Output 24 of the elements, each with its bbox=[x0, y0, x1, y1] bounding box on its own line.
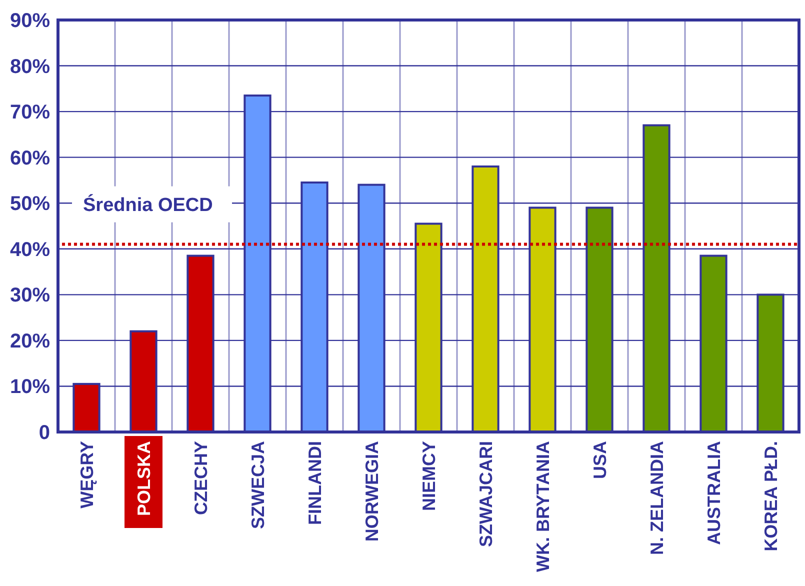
y-tick-label: 20% bbox=[10, 330, 50, 352]
x-tick-label: SZWAJCARI bbox=[476, 441, 496, 548]
x-tick-label: FINLANDI bbox=[304, 441, 325, 525]
y-tick-label: 60% bbox=[10, 147, 50, 170]
x-tick-label: USA bbox=[590, 441, 610, 480]
x-tick-label: WĘGRY bbox=[76, 441, 97, 508]
y-tick-label: 0 bbox=[38, 422, 50, 444]
y-tick-label: 50% bbox=[10, 193, 50, 216]
y-tick-label: 70% bbox=[10, 102, 50, 124]
y-tick-label: 90% bbox=[10, 10, 50, 32]
x-tick-label: NORWEGIA bbox=[362, 441, 382, 542]
x-tick-label: WK. BRYTANIA bbox=[532, 441, 553, 572]
x-tick-label: CZECHY bbox=[190, 441, 211, 516]
x-tick-label: POLSKA bbox=[134, 441, 154, 516]
y-tick-label: 40% bbox=[10, 238, 50, 261]
y-tick-label: 80% bbox=[10, 56, 50, 78]
y-tick-label: 10% bbox=[10, 376, 50, 398]
x-tick-label: NIEMCY bbox=[418, 441, 439, 512]
x-tick-label: SZWECJA bbox=[248, 441, 268, 530]
x-tick-label: AUSTRALIA bbox=[704, 441, 724, 545]
ref-line-label: Średnia OECD bbox=[83, 194, 213, 216]
x-tick-label: KOREA PŁD. bbox=[760, 441, 781, 552]
y-tick-label: 30% bbox=[10, 284, 50, 307]
x-tick-label: N. ZELANDIA bbox=[646, 441, 667, 555]
